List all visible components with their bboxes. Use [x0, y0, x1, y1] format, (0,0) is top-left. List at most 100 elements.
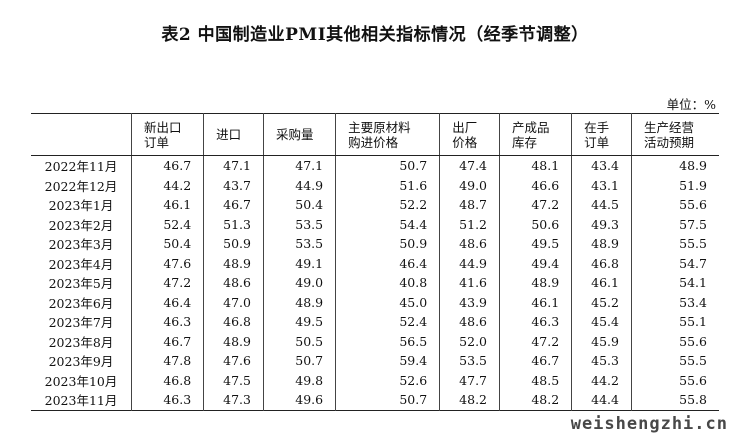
value-cell: 50.7: [262, 351, 336, 371]
table-row: 2023年10月 46.8 47.5 49.8 52.6 47.7 48.5 44.2 55.6: [31, 370, 719, 390]
header-row: 新出口 订单 进口 采购量 主要原材料 购进价格 出厂 价格 产成品 库存 在手 订单 生产经营 活动预期: [31, 113, 719, 156]
value-cell: 48.9: [203, 331, 264, 351]
value-cell: 53.4: [630, 292, 719, 312]
value-cell: 45.0: [335, 292, 440, 312]
value-cell: 52.0: [439, 331, 500, 351]
value-cell: 51.2: [439, 214, 500, 234]
month-cell: 2022年11月: [44, 159, 118, 175]
value-cell: 47.5: [203, 370, 264, 390]
column-header-line2: 活动预期: [643, 134, 694, 150]
value-cell: 47.1: [262, 155, 336, 176]
value-cell: 50.7: [335, 390, 440, 410]
table-row: 2023年11月 46.3 47.3 49.6 50.7 48.2 48.2 44.4 55.8: [31, 390, 719, 410]
table-row: 2023年6月 46.4 47.0 48.9 45.0 43.9 46.1 45.2 53.4: [31, 292, 719, 312]
table-row: 2023年2月 52.4 51.3 53.5 54.4 51.2 50.6 49.3 57.5: [31, 214, 719, 234]
column-header-line1: 出厂: [452, 119, 478, 135]
month-cell: 2023年4月: [48, 256, 114, 272]
value-cell: 45.2: [571, 292, 632, 312]
value-cell: 51.3: [203, 214, 264, 234]
month-cell: 2023年1月: [48, 198, 114, 214]
column-header: 出厂 价格: [439, 113, 500, 156]
value-cell: 46.3: [499, 312, 572, 332]
value-cell: 46.3: [130, 390, 204, 410]
value-cell: 44.5: [571, 195, 632, 215]
value-cell: 47.0: [203, 292, 264, 312]
value-cell: 47.4: [439, 155, 500, 176]
value-cell: 55.5: [630, 351, 719, 371]
value-cell: 43.9: [439, 292, 500, 312]
value-cell: 50.9: [203, 234, 264, 254]
value-cell: 46.4: [335, 253, 440, 273]
value-cell: 49.8: [262, 370, 336, 390]
value-cell: 48.9: [499, 273, 572, 293]
value-cell: 43.4: [571, 155, 632, 176]
month-cell: 2023年11月: [44, 393, 118, 409]
column-header: 进口: [203, 113, 264, 156]
value-cell: 49.6: [262, 390, 336, 410]
column-header: 主要原材料 购进价格: [335, 113, 440, 156]
value-cell: 55.8: [630, 390, 719, 410]
value-cell: 52.4: [335, 312, 440, 332]
month-cell: 2023年2月: [48, 217, 114, 233]
value-cell: 50.4: [130, 234, 204, 254]
value-cell: 48.9: [262, 292, 336, 312]
column-header-line2: 购进价格: [348, 134, 399, 150]
column-header: 在手 订单: [571, 113, 632, 156]
value-cell: 48.6: [203, 273, 264, 293]
value-cell: 48.7: [439, 195, 500, 215]
value-cell: 54.4: [335, 214, 440, 234]
value-cell: 46.1: [571, 273, 632, 293]
value-cell: 50.5: [262, 331, 336, 351]
column-header: 采购量: [262, 113, 336, 156]
value-cell: 53.5: [262, 234, 336, 254]
value-cell: 49.5: [499, 234, 572, 254]
value-cell: 56.5: [335, 331, 440, 351]
month-cell: 2023年9月: [48, 354, 114, 370]
value-cell: 48.2: [499, 390, 572, 410]
value-cell: 41.6: [439, 273, 500, 293]
value-cell: 47.2: [130, 273, 204, 293]
value-cell: 49.0: [439, 175, 500, 195]
value-cell: 55.6: [630, 195, 719, 215]
column-header: [31, 113, 132, 156]
column-header-line2: 订单: [144, 134, 170, 150]
pmi-table: 新出口 订单 进口 采购量 主要原材料 购进价格 出厂 价格 产成品 库存 在手 订单 生产经营 活动预期…: [31, 113, 719, 411]
value-cell: 44.9: [262, 175, 336, 195]
value-cell: 55.6: [630, 370, 719, 390]
column-header: 生产经营 活动预期: [630, 113, 719, 156]
value-cell: 48.9: [630, 155, 719, 176]
month-cell: 2023年8月: [48, 334, 114, 350]
value-cell: 43.7: [203, 175, 264, 195]
month-cell: 2023年10月: [44, 373, 118, 389]
column-header-line1: 在手: [584, 119, 610, 135]
column-header-line2: 库存: [512, 134, 538, 150]
value-cell: 46.3: [130, 312, 204, 332]
value-cell: 47.8: [130, 351, 204, 371]
value-cell: 43.1: [571, 175, 632, 195]
value-cell: 44.2: [571, 370, 632, 390]
column-header-line1: 进口: [216, 127, 242, 142]
value-cell: 48.2: [439, 390, 500, 410]
value-cell: 46.8: [130, 370, 204, 390]
value-cell: 49.5: [262, 312, 336, 332]
value-cell: 48.9: [571, 234, 632, 254]
value-cell: 45.9: [571, 331, 632, 351]
value-cell: 47.6: [203, 351, 264, 371]
value-cell: 47.6: [130, 253, 204, 273]
value-cell: 55.1: [630, 312, 719, 332]
value-cell: 52.2: [335, 195, 440, 215]
month-cell: 2023年3月: [48, 237, 114, 253]
watermark: weishengzhi.cn: [570, 414, 728, 434]
value-cell: 50.4: [262, 195, 336, 215]
value-cell: 45.4: [571, 312, 632, 332]
value-cell: 46.8: [571, 253, 632, 273]
month-cell: 2023年7月: [48, 315, 114, 331]
unit-label: 单位：%: [666, 97, 716, 112]
value-cell: 51.9: [630, 175, 719, 195]
value-cell: 48.6: [439, 312, 500, 332]
value-cell: 54.1: [630, 273, 719, 293]
value-cell: 52.6: [335, 370, 440, 390]
value-cell: 49.1: [262, 253, 336, 273]
column-header: 产成品 库存: [499, 113, 572, 156]
value-cell: 53.5: [262, 214, 336, 234]
